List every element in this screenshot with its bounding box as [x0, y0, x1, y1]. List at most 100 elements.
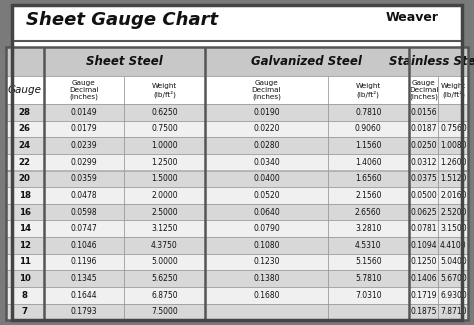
FancyBboxPatch shape — [205, 220, 328, 237]
Text: 1.2500: 1.2500 — [151, 158, 178, 167]
Text: 0.0250: 0.0250 — [410, 141, 437, 150]
FancyBboxPatch shape — [6, 304, 44, 320]
Text: 0.0149: 0.0149 — [71, 108, 97, 117]
FancyBboxPatch shape — [328, 270, 409, 287]
FancyBboxPatch shape — [6, 76, 44, 104]
Text: Gauge
Decimal
(inches): Gauge Decimal (inches) — [252, 80, 281, 100]
Text: 5.6700: 5.6700 — [440, 274, 467, 283]
Text: 0.6250: 0.6250 — [151, 108, 178, 117]
Text: 14: 14 — [18, 224, 31, 233]
FancyBboxPatch shape — [409, 76, 438, 104]
Text: 0.0156: 0.0156 — [410, 108, 437, 117]
FancyBboxPatch shape — [438, 121, 468, 137]
FancyBboxPatch shape — [44, 104, 124, 121]
Text: 0.1793: 0.1793 — [71, 307, 97, 316]
FancyBboxPatch shape — [124, 220, 205, 237]
Text: 1.1560: 1.1560 — [355, 141, 382, 150]
FancyBboxPatch shape — [328, 154, 409, 171]
FancyBboxPatch shape — [438, 287, 468, 304]
Text: 1.0080: 1.0080 — [440, 141, 466, 150]
Text: 0.0299: 0.0299 — [71, 158, 97, 167]
FancyBboxPatch shape — [438, 220, 468, 237]
Text: 1.4060: 1.4060 — [355, 158, 382, 167]
Text: 2.5200: 2.5200 — [440, 208, 466, 216]
FancyBboxPatch shape — [44, 121, 124, 137]
FancyBboxPatch shape — [205, 121, 328, 137]
Text: 2.0000: 2.0000 — [151, 191, 178, 200]
Text: 0.0400: 0.0400 — [253, 174, 280, 183]
FancyBboxPatch shape — [6, 270, 44, 287]
Text: 0.0340: 0.0340 — [253, 158, 280, 167]
Text: 22: 22 — [18, 158, 31, 167]
FancyBboxPatch shape — [205, 204, 328, 220]
Text: 4.4100: 4.4100 — [440, 241, 467, 250]
Text: 0.0747: 0.0747 — [71, 224, 97, 233]
FancyBboxPatch shape — [6, 104, 44, 121]
Text: 0.0625: 0.0625 — [410, 208, 437, 216]
Text: 0.7810: 0.7810 — [355, 108, 382, 117]
FancyBboxPatch shape — [6, 137, 44, 154]
Text: Weight
(lb/ft²): Weight (lb/ft²) — [441, 83, 466, 98]
Text: Weight
(lb/ft²): Weight (lb/ft²) — [356, 83, 381, 98]
FancyBboxPatch shape — [44, 154, 124, 171]
FancyBboxPatch shape — [44, 137, 124, 154]
FancyBboxPatch shape — [205, 154, 328, 171]
Text: 1.6560: 1.6560 — [355, 174, 382, 183]
FancyBboxPatch shape — [328, 104, 409, 121]
Text: 0.7560: 0.7560 — [440, 124, 467, 134]
Text: 3.1250: 3.1250 — [151, 224, 178, 233]
Text: Weaver: Weaver — [386, 10, 439, 24]
FancyBboxPatch shape — [44, 237, 124, 254]
FancyBboxPatch shape — [205, 254, 328, 270]
FancyBboxPatch shape — [205, 171, 328, 187]
FancyBboxPatch shape — [44, 220, 124, 237]
FancyBboxPatch shape — [328, 287, 409, 304]
Text: 0.0220: 0.0220 — [253, 124, 280, 134]
Text: Galvanized Steel: Galvanized Steel — [251, 55, 362, 68]
Text: 2.6560: 2.6560 — [355, 208, 382, 216]
FancyBboxPatch shape — [44, 204, 124, 220]
Text: 10: 10 — [18, 274, 31, 283]
FancyBboxPatch shape — [205, 270, 328, 287]
FancyBboxPatch shape — [438, 187, 468, 204]
FancyBboxPatch shape — [6, 237, 44, 254]
FancyBboxPatch shape — [438, 204, 468, 220]
Text: 1.5000: 1.5000 — [151, 174, 178, 183]
Text: 0.1196: 0.1196 — [71, 257, 97, 266]
FancyBboxPatch shape — [6, 204, 44, 220]
Text: 2.5000: 2.5000 — [151, 208, 178, 216]
FancyBboxPatch shape — [409, 220, 438, 237]
Text: 0.0359: 0.0359 — [71, 174, 97, 183]
FancyBboxPatch shape — [328, 187, 409, 204]
FancyBboxPatch shape — [409, 154, 438, 171]
FancyBboxPatch shape — [328, 76, 409, 104]
Text: Sheet Steel: Sheet Steel — [86, 55, 163, 68]
FancyBboxPatch shape — [409, 270, 438, 287]
Text: 0.1680: 0.1680 — [253, 291, 280, 300]
Text: 2.0160: 2.0160 — [440, 191, 466, 200]
FancyBboxPatch shape — [12, 5, 462, 320]
FancyBboxPatch shape — [205, 187, 328, 204]
FancyBboxPatch shape — [438, 270, 468, 287]
Text: 0.0478: 0.0478 — [71, 191, 97, 200]
Text: 4.5310: 4.5310 — [355, 241, 382, 250]
FancyBboxPatch shape — [328, 237, 409, 254]
Text: 0.0179: 0.0179 — [71, 124, 97, 134]
FancyBboxPatch shape — [409, 121, 438, 137]
FancyBboxPatch shape — [6, 220, 44, 237]
FancyBboxPatch shape — [124, 76, 205, 104]
FancyBboxPatch shape — [6, 187, 44, 204]
FancyBboxPatch shape — [124, 304, 205, 320]
Text: 1.5120: 1.5120 — [440, 174, 466, 183]
Text: 7.8710: 7.8710 — [440, 307, 466, 316]
Text: 5.0000: 5.0000 — [151, 257, 178, 266]
Text: 0.1719: 0.1719 — [410, 291, 437, 300]
Text: 0.0375: 0.0375 — [410, 174, 437, 183]
FancyBboxPatch shape — [409, 287, 438, 304]
FancyBboxPatch shape — [328, 204, 409, 220]
FancyBboxPatch shape — [438, 304, 468, 320]
FancyBboxPatch shape — [409, 104, 438, 121]
Text: 0.0280: 0.0280 — [253, 141, 280, 150]
FancyBboxPatch shape — [124, 187, 205, 204]
Text: Stainless Steel: Stainless Steel — [389, 55, 474, 68]
